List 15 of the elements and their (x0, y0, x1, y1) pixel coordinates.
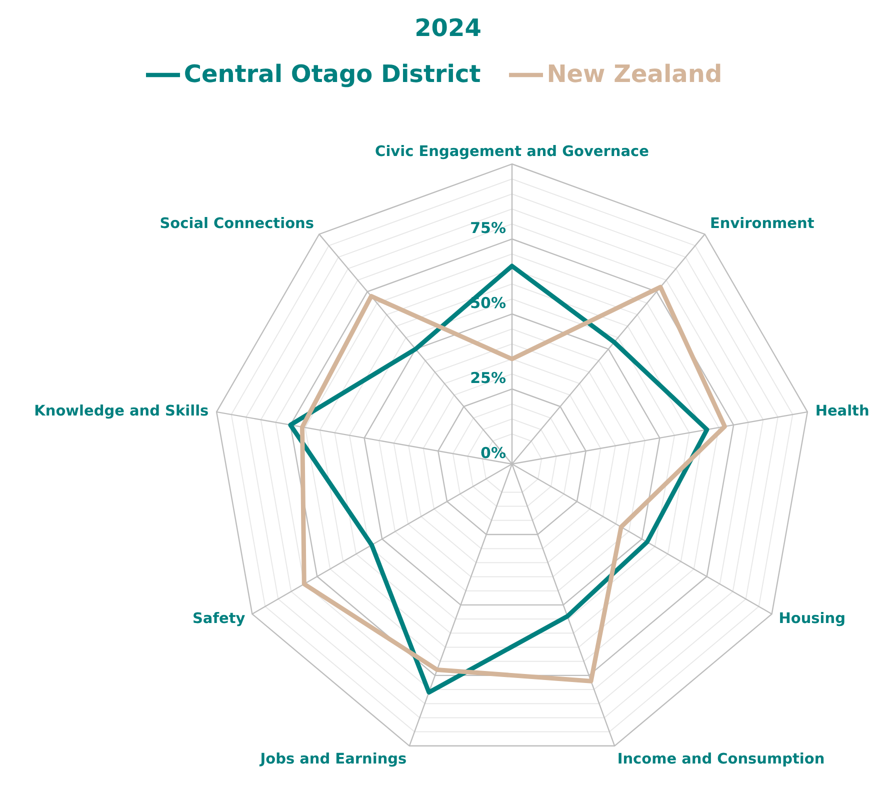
chart-title: 2024 (414, 14, 482, 42)
y-tick-label: 25% (470, 369, 506, 387)
spoke-label: Housing (778, 611, 846, 628)
legend-label: New Zealand (546, 60, 722, 88)
spoke-label: Safety (192, 611, 246, 628)
spoke-label: Civic Engagement and Governace (375, 144, 650, 160)
spoke-label: Environment (710, 216, 814, 232)
y-tick-label: 75% (470, 219, 506, 237)
legend-label: Central Otago District (184, 60, 481, 88)
spoke-label: Health (815, 404, 870, 420)
spoke-label: Knowledge and Skills (34, 404, 209, 420)
spoke-label: Jobs and Earnings (259, 752, 407, 768)
y-tick-label: 0% (480, 444, 506, 462)
spoke-label: Income and Consumption (617, 752, 825, 768)
spoke-label: Social Connections (160, 216, 314, 232)
